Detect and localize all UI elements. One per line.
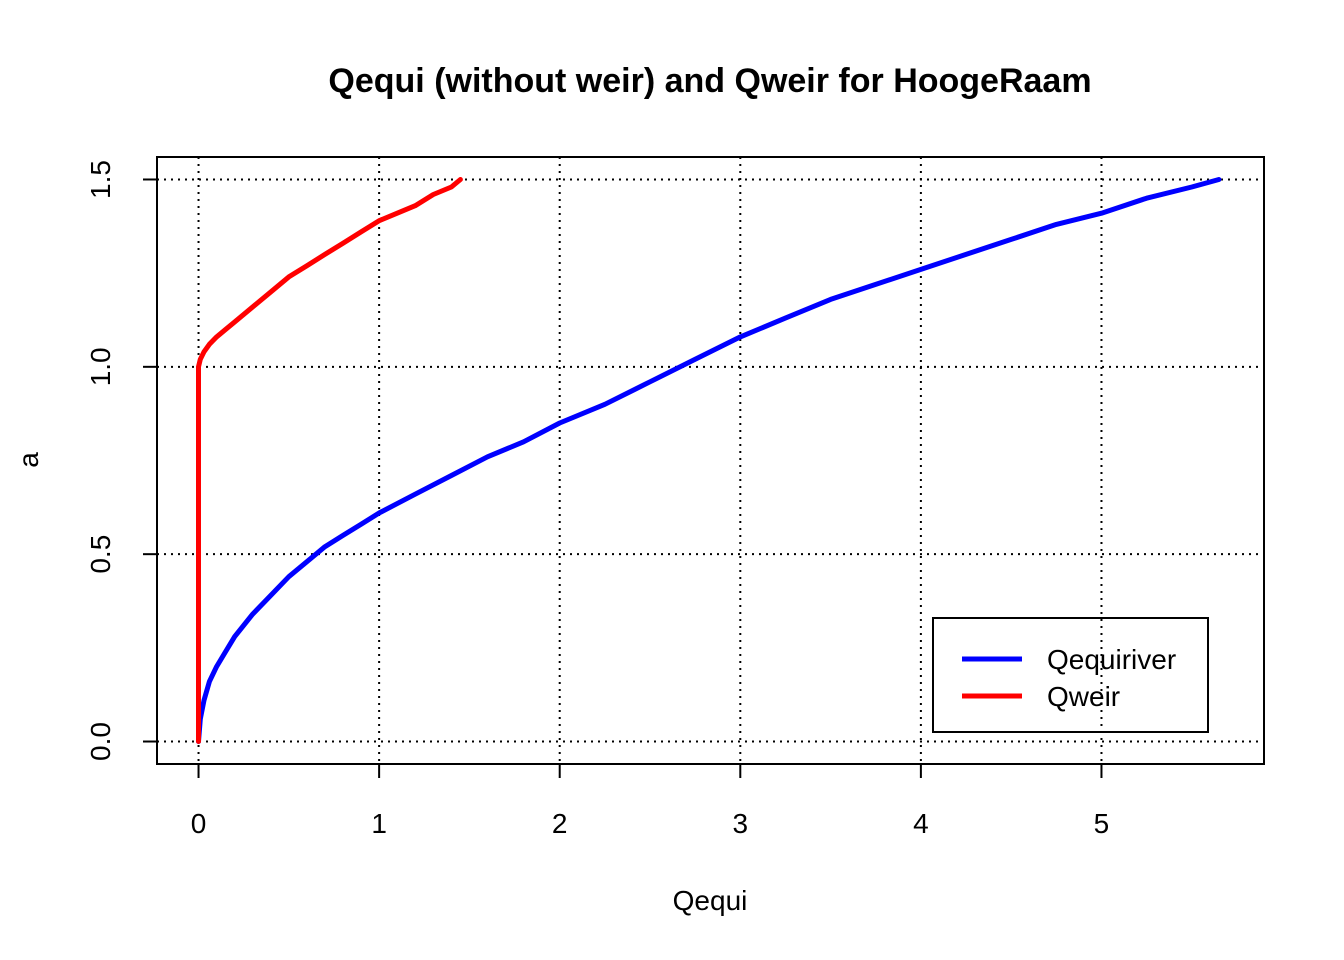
plot-frame xyxy=(156,156,1265,765)
series-line-qequiriver xyxy=(196,177,1222,744)
x-tick-label: 3 xyxy=(733,808,749,839)
y-axis: 0.0 0.5 1.0 1.5 xyxy=(85,160,157,761)
x-tick-label: 2 xyxy=(552,808,568,839)
y-tick-label: 0.5 xyxy=(85,535,116,574)
legend: Qequiriver Qweir xyxy=(932,617,1209,733)
x-tick-label: 5 xyxy=(1094,808,1110,839)
x-tick-label: 4 xyxy=(913,808,929,839)
y-axis-label: a xyxy=(13,452,44,468)
legend-label-qequiriver: Qequiriver xyxy=(1047,644,1176,675)
y-tick-label: 0.0 xyxy=(85,722,116,761)
series-line-qweir xyxy=(196,177,463,744)
x-axis: 0 1 2 3 4 5 xyxy=(191,764,1110,839)
legend-box xyxy=(932,617,1209,733)
x-axis-label: Qequi xyxy=(673,885,748,916)
chart-title: Qequi (without weir) and Qweir for Hooge… xyxy=(328,62,1091,100)
y-tick-label: 1.0 xyxy=(85,347,116,386)
x-tick-label: 1 xyxy=(371,808,387,839)
legend-label-qweir: Qweir xyxy=(1047,681,1120,712)
x-tick-label: 0 xyxy=(191,808,207,839)
y-tick-label: 1.5 xyxy=(85,160,116,199)
series-layer xyxy=(196,177,1222,744)
